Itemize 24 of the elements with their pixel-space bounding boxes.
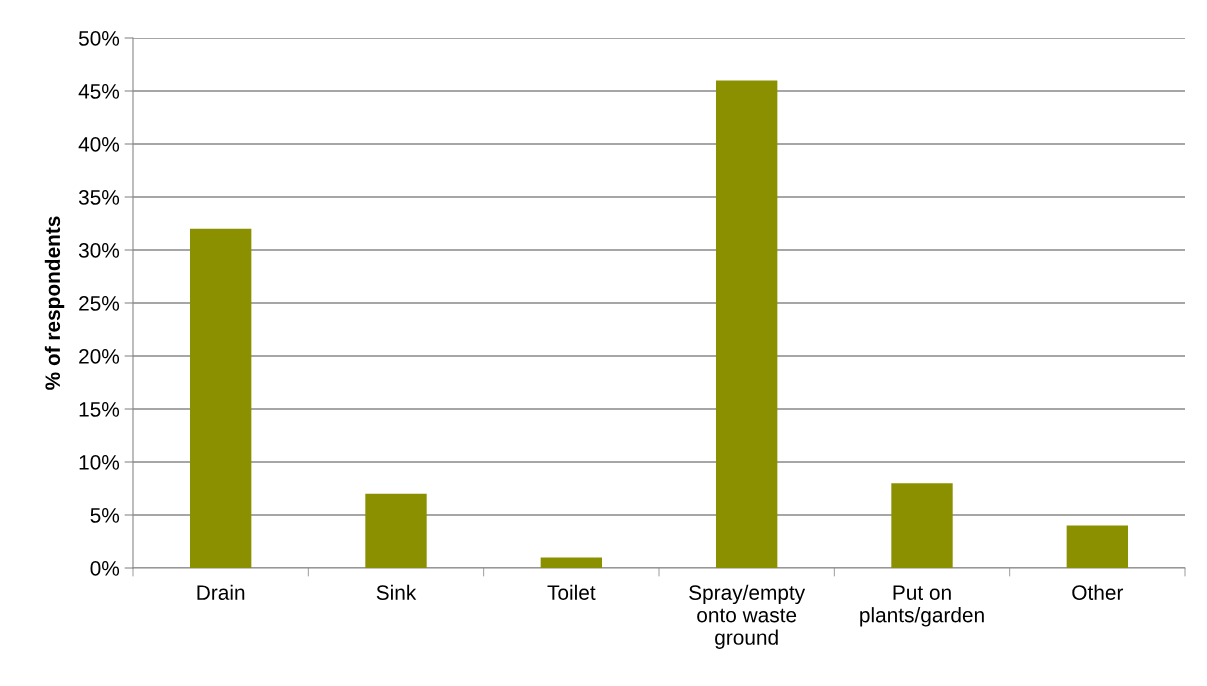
bar [891,483,953,568]
y-tick-label: 40% [78,137,120,152]
y-axis-title: % of respondents [44,216,65,390]
y-tick-label: 5% [90,508,120,523]
bar [365,493,427,568]
y-tick-label: 50% [78,31,120,46]
y-tick-label: 25% [79,296,120,311]
x-tick-label: Toilet [547,584,596,600]
x-tick-label: Other [1072,584,1124,600]
x-tick-label: Put on plants/garden [860,585,984,627]
x-tick-label: Drain [197,584,245,600]
x-tick-label: Spray/empty onto waste ground [689,584,806,649]
bar [189,228,252,568]
bar [540,557,603,568]
y-tick-label: 10% [79,455,120,470]
y-tick-label: 20% [79,349,120,364]
y-tick-label: 15% [79,402,120,417]
y-tick-label: 0% [90,561,120,576]
y-tick-label: 30% [78,243,120,258]
y-tick-label: 45% [78,84,120,99]
y-tick-label: 35% [78,190,120,205]
bar [715,80,778,568]
bar [1066,525,1129,568]
x-tick-label: Sink [376,584,417,600]
